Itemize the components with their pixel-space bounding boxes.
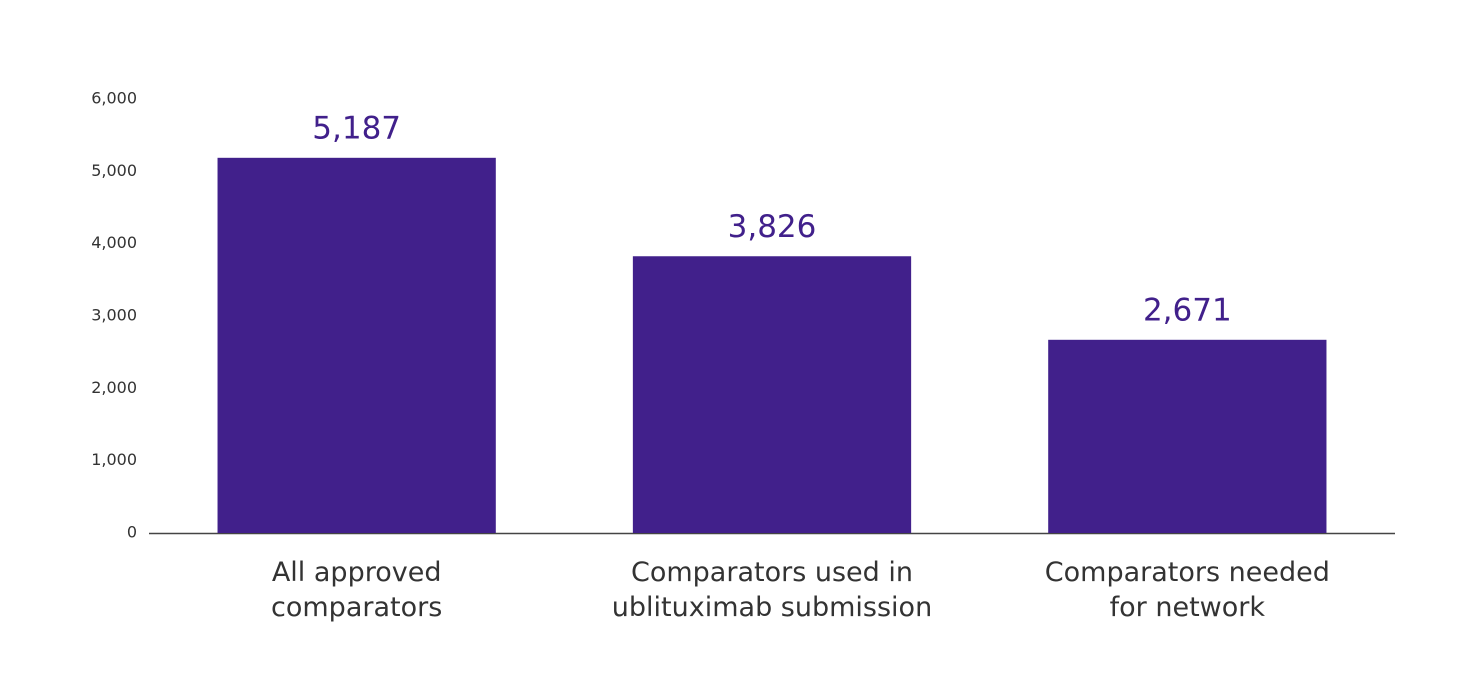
bar	[1048, 339, 1327, 533]
y-tick-label: 3,000	[91, 306, 137, 325]
x-tick-label: Comparators needed for network	[1044, 557, 1330, 623]
x-tick-label: All approved comparators	[271, 557, 443, 623]
bar	[632, 256, 912, 533]
x-tick-label: Comparators used in ublituximab submissi…	[611, 557, 933, 623]
value-label: 5,187	[312, 110, 401, 146]
bar	[217, 157, 496, 533]
y-tick-label: 6,000	[91, 89, 137, 108]
value-label: 2,671	[1143, 292, 1232, 328]
y-tick-label: 2,000	[91, 378, 137, 397]
y-tick-label: 0	[127, 523, 137, 542]
y-tick-label: 5,000	[91, 161, 137, 180]
y-tick-label: 1,000	[91, 450, 137, 469]
value-label: 3,826	[728, 209, 817, 245]
y-tick-label: 4,000	[91, 233, 137, 252]
